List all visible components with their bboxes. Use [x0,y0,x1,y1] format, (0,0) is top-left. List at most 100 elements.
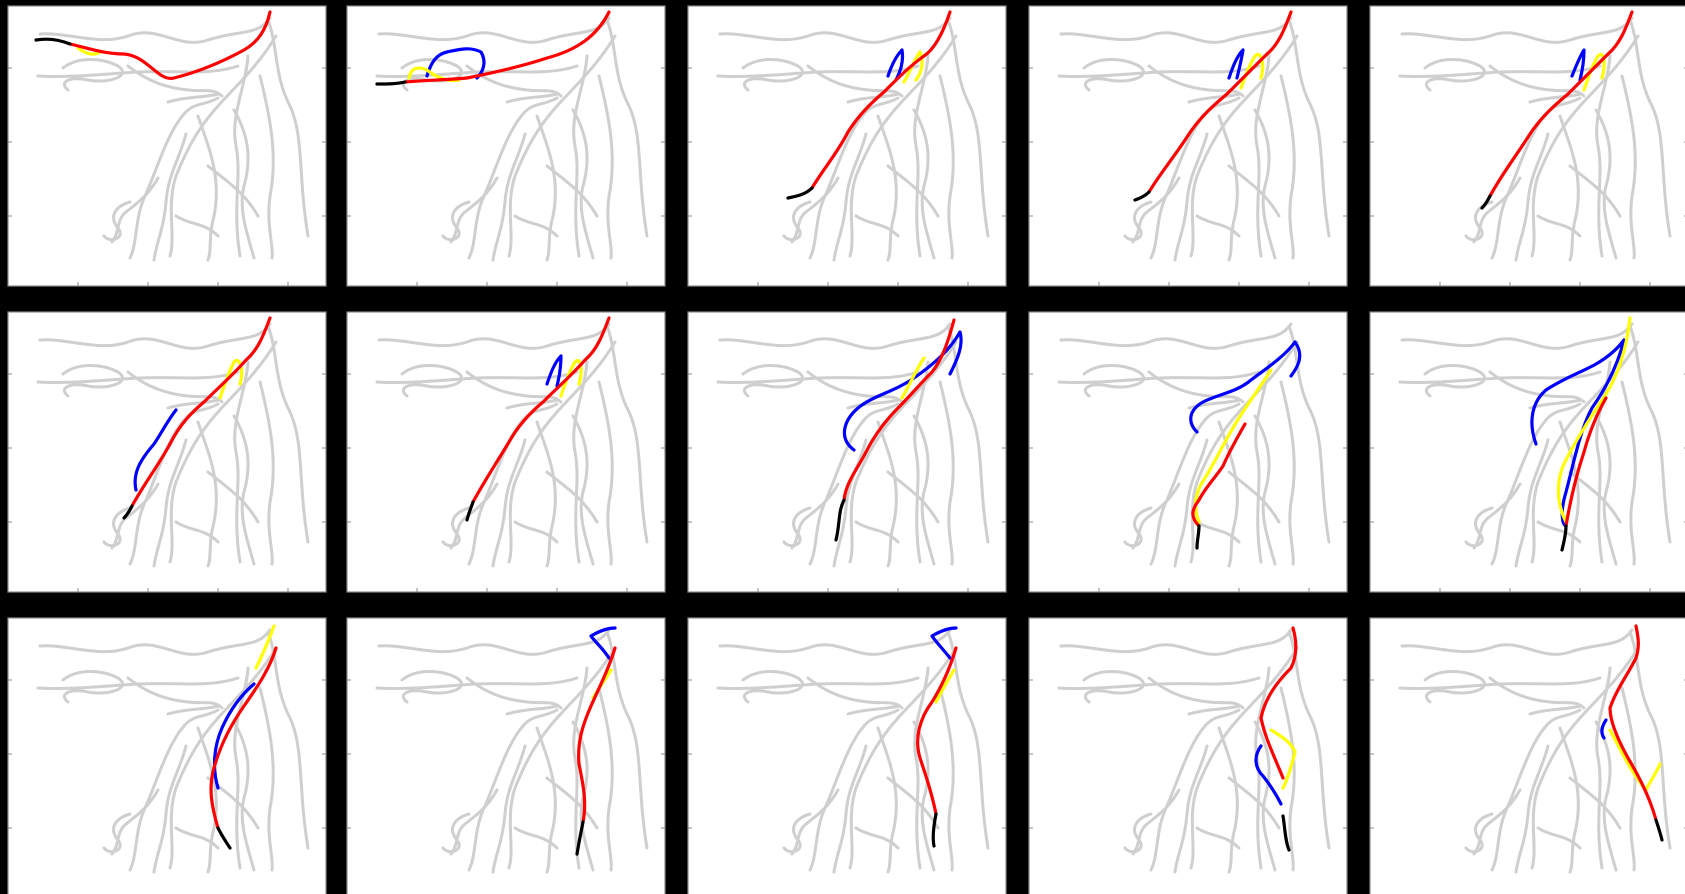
network-channel [846,704,900,716]
axis-ticks [688,67,1006,286]
network-channel [913,666,930,870]
network-channel [513,520,559,544]
network-channel [1620,380,1637,566]
network-channel [174,826,220,850]
axis-ticks [347,373,665,592]
network-channel [1187,398,1241,410]
black-route [1480,194,1492,210]
network-channel [513,214,559,238]
blue-route [1530,338,1626,528]
network-channel [876,420,898,568]
blue-route [1600,718,1608,740]
network-channel [1173,744,1209,874]
network-channel [790,788,840,856]
red-route [209,646,278,830]
red-route [842,318,956,502]
network-channel [605,324,649,544]
network-channel [1187,92,1241,104]
network-channel [1472,482,1522,550]
network-channel [166,92,220,104]
network-channel [1187,704,1241,716]
network-channel [1227,470,1281,524]
panel-frame [7,5,327,287]
network-channel [1423,364,1487,398]
network-channel [782,506,812,548]
network-channel [513,826,559,850]
network-channel [441,200,471,242]
network-channel [535,114,557,262]
river-network [716,322,990,568]
network-channel [449,788,499,856]
network-channel [38,16,272,44]
network-channel [1514,132,1550,262]
network-channel [1173,132,1209,262]
map-panel [7,617,327,894]
network-channel [1082,670,1146,704]
river-network [1057,322,1331,568]
black-route [786,186,814,200]
network-channel [1279,380,1296,566]
network-channel [912,720,936,872]
network-channel [545,164,599,218]
network-channel [832,132,868,262]
black-route [1560,524,1568,552]
network-channel [1123,506,1153,548]
black-route [931,812,938,848]
network-channel [258,380,275,566]
network-channel [1490,96,1582,260]
network-channel [741,670,805,704]
red-route [916,646,958,816]
network-channel [848,34,958,258]
network-channel [1059,16,1293,44]
network-channel [1514,744,1550,874]
black-route [122,504,134,520]
yellow-route [254,624,276,670]
network-channel [1628,18,1672,238]
network-channel [61,670,125,704]
yellow-route [1194,368,1273,524]
network-channel [233,54,250,258]
yellow-route [1556,316,1632,524]
network-channel [1530,646,1640,870]
network-channel [1254,360,1271,564]
network-channel [1423,58,1487,92]
network-channel [465,370,563,404]
network-channel [507,646,617,870]
axis-ticks [1370,373,1685,592]
network-channel [1287,324,1331,544]
river-network [1398,628,1672,874]
network-channel [1472,788,1522,856]
red-route [1191,422,1247,528]
network-channel [505,704,559,716]
network-channel [806,64,904,98]
network-channel [1472,176,1522,244]
network-channel [1195,214,1241,238]
map-panel [7,311,327,593]
yellow-route [76,46,102,56]
blue-route [545,354,563,388]
network-channel [854,520,900,544]
red-route [68,10,272,80]
network-channel [1488,370,1586,404]
network-channel [467,708,559,872]
network-channel [61,364,125,398]
network-channel [1536,214,1582,238]
yellow-route [218,359,244,400]
network-channel [400,364,464,398]
network-channel [1131,176,1181,244]
network-channel [854,214,900,238]
network-channel [1195,826,1241,850]
network-channel [1490,402,1582,566]
network-channel [572,54,589,258]
network-channel [168,340,278,564]
network-channel [491,132,527,262]
network-channel [232,108,256,260]
network-channel [886,164,940,218]
axis-ticks [8,373,326,592]
network-channel [605,18,649,238]
network-channel [1400,16,1634,44]
network-channel [848,646,958,870]
black-route [1195,524,1201,550]
network-channel [1594,414,1618,566]
network-channel [491,744,527,874]
